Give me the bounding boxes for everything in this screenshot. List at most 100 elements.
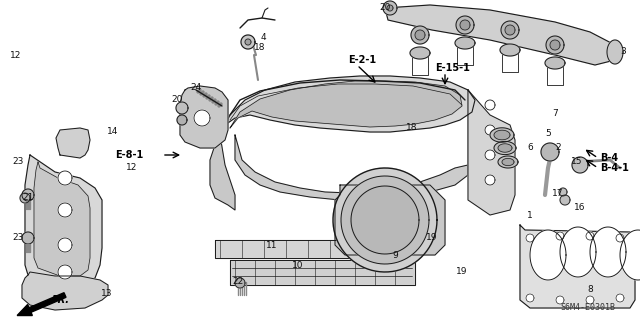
Polygon shape [526,234,534,242]
Polygon shape [415,30,425,40]
Text: 9: 9 [392,250,398,259]
Polygon shape [560,195,570,205]
Polygon shape [498,156,518,168]
Text: E-8-1: E-8-1 [115,150,143,160]
Polygon shape [220,76,475,135]
Polygon shape [541,143,559,161]
Text: 20: 20 [172,95,182,105]
Polygon shape [230,81,462,128]
Polygon shape [335,185,445,255]
Text: 19: 19 [426,234,438,242]
Polygon shape [215,240,395,258]
Polygon shape [58,171,72,185]
Polygon shape [56,128,90,158]
Polygon shape [545,57,565,69]
Polygon shape [20,193,30,203]
Polygon shape [385,5,615,65]
Text: 11: 11 [266,241,278,249]
Polygon shape [559,188,567,196]
Text: 4: 4 [260,33,266,42]
Polygon shape [411,26,429,44]
Polygon shape [387,5,393,11]
Polygon shape [341,176,429,264]
Text: 24: 24 [190,84,202,93]
Polygon shape [351,186,419,254]
Polygon shape [485,175,495,185]
Text: E-2-1: E-2-1 [348,55,376,65]
Text: 23: 23 [12,158,24,167]
Polygon shape [620,230,640,280]
Text: 7: 7 [552,108,558,117]
Polygon shape [455,37,475,49]
Polygon shape [500,44,520,56]
FancyArrow shape [17,293,66,315]
Polygon shape [177,115,187,125]
Text: 5: 5 [545,129,551,137]
Polygon shape [468,90,515,215]
Text: 18: 18 [254,43,266,53]
Text: E-15-1: E-15-1 [435,63,470,73]
Polygon shape [494,141,516,155]
Polygon shape [520,225,635,308]
Polygon shape [468,90,478,185]
Polygon shape [383,1,397,15]
Polygon shape [526,294,534,302]
Polygon shape [546,36,564,54]
Polygon shape [560,227,596,277]
Text: B-4-1: B-4-1 [600,163,629,173]
Polygon shape [241,35,255,49]
Polygon shape [460,20,470,30]
Polygon shape [176,102,188,114]
Polygon shape [58,265,72,279]
Polygon shape [501,21,519,39]
Text: 2: 2 [555,144,561,152]
Polygon shape [616,294,624,302]
Text: 14: 14 [108,128,118,137]
Polygon shape [586,232,594,240]
Polygon shape [235,278,245,288]
Polygon shape [494,130,510,140]
Polygon shape [22,272,108,310]
Polygon shape [34,162,90,276]
Polygon shape [556,296,564,304]
Text: 22: 22 [232,278,244,286]
Polygon shape [586,296,594,304]
Polygon shape [456,16,474,34]
Text: B-4: B-4 [600,153,618,163]
Text: 17: 17 [552,189,564,197]
Polygon shape [490,128,514,142]
Text: FR.: FR. [52,295,70,305]
Polygon shape [230,260,415,285]
Polygon shape [572,157,588,173]
Text: 18: 18 [406,123,418,132]
Polygon shape [25,155,102,285]
Text: 15: 15 [572,158,583,167]
Polygon shape [235,135,468,200]
Text: 12: 12 [126,162,138,172]
Polygon shape [58,238,72,252]
Polygon shape [550,40,560,50]
Text: 20: 20 [380,4,390,12]
Text: 10: 10 [292,261,304,270]
Text: 8: 8 [587,285,593,293]
Text: 12: 12 [10,50,22,60]
Polygon shape [245,39,251,45]
Polygon shape [607,40,623,64]
Text: 13: 13 [101,290,113,299]
Text: 23: 23 [12,234,24,242]
Polygon shape [485,100,495,110]
Polygon shape [58,203,72,217]
Polygon shape [485,125,495,135]
Polygon shape [616,234,624,242]
Text: 6: 6 [527,144,533,152]
Polygon shape [530,230,566,280]
Polygon shape [180,86,228,148]
Polygon shape [498,144,512,152]
Text: 16: 16 [574,204,586,212]
Text: 3: 3 [620,48,626,56]
Polygon shape [505,25,515,35]
Polygon shape [210,135,235,210]
Polygon shape [333,168,437,272]
Polygon shape [22,232,34,244]
Text: S6M4-E0301B: S6M4-E0301B [560,303,615,312]
